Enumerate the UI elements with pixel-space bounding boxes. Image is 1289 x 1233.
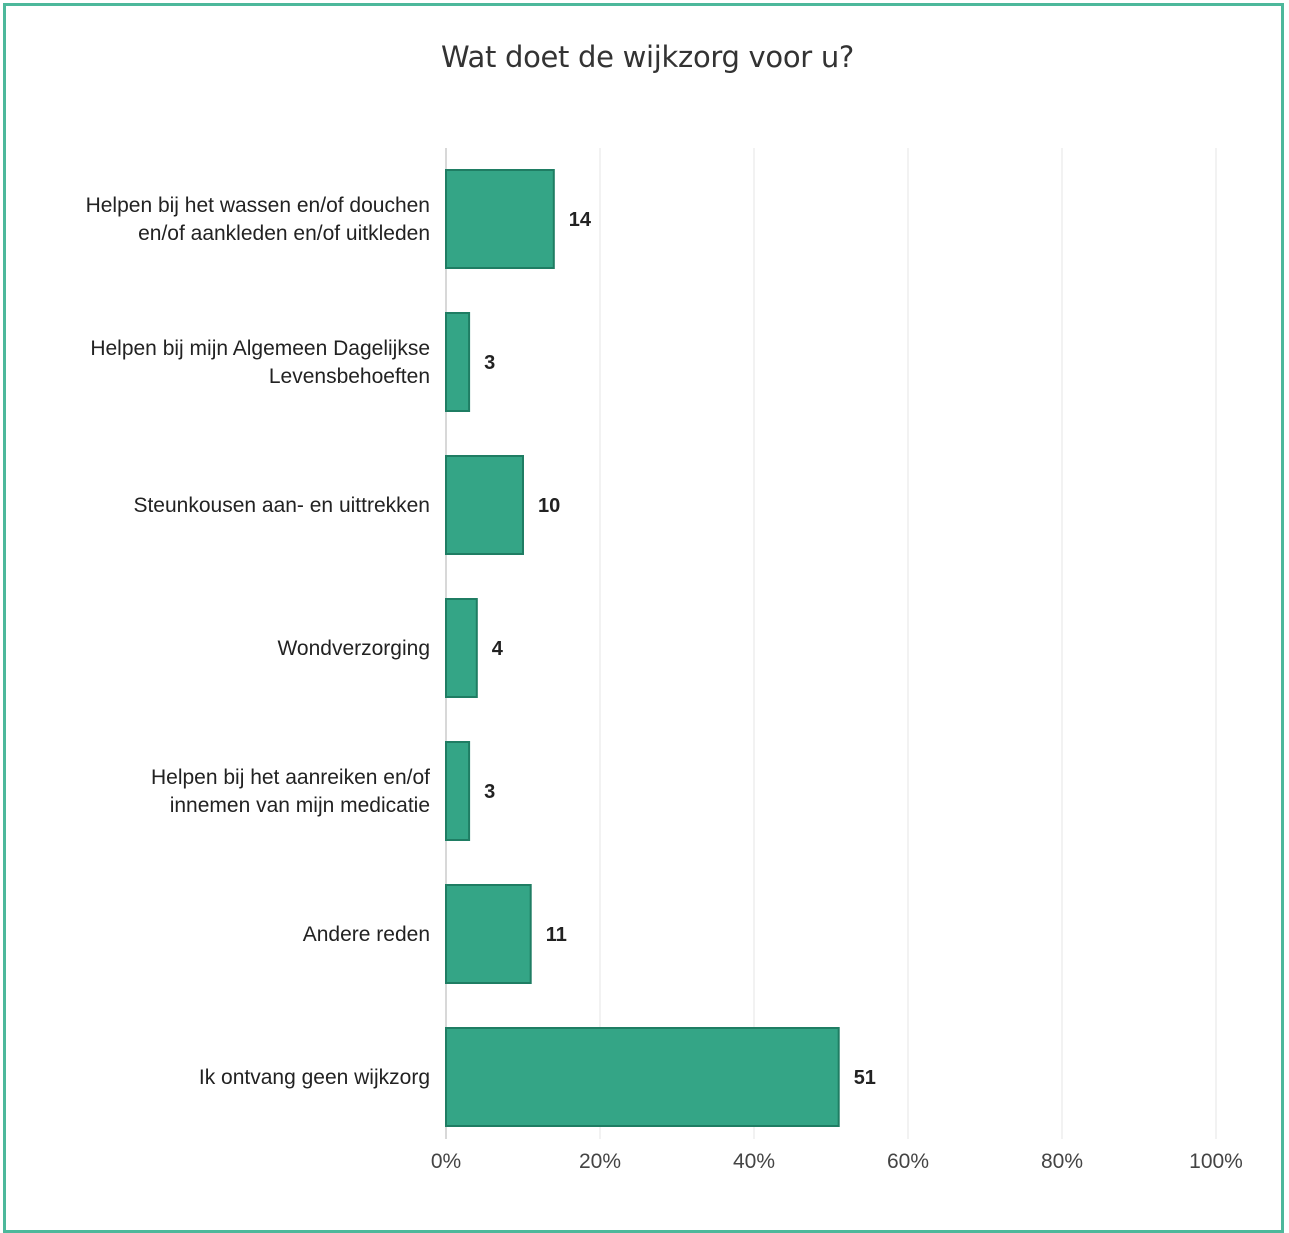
bar [445, 884, 532, 984]
bar [445, 312, 471, 412]
category-label: Wondverzorging [277, 637, 430, 660]
data-label: 14 [569, 209, 592, 231]
category-label: Levensbehoeften [269, 365, 430, 388]
chart-title: Wat doet de wijkzorg voor u? [440, 40, 855, 74]
bar [445, 1027, 840, 1127]
category-label: en/of aankleden en/of uitkleden [138, 222, 430, 245]
category-label: Helpen bij het wassen en/of douchen [86, 194, 430, 217]
category-label: Steunkousen aan- en uittrekken [133, 494, 430, 517]
category-label: Ik ontvang geen wijkzorg [199, 1066, 430, 1089]
x-tick-label: 100% [1189, 1150, 1243, 1173]
data-label: 10 [538, 495, 560, 517]
category-label: Helpen bij het aanreiken en/of [151, 766, 430, 789]
category-label: Andere reden [303, 923, 430, 946]
x-tick-label: 40% [733, 1150, 775, 1173]
x-tick-label: 60% [887, 1150, 929, 1173]
data-label: 3 [484, 352, 495, 374]
bar [445, 741, 471, 841]
bar [445, 598, 478, 698]
x-tick-label: 0% [431, 1150, 461, 1173]
data-label: 4 [492, 638, 504, 660]
data-label: 3 [484, 781, 495, 803]
x-tick-label: 20% [579, 1150, 621, 1173]
bar [445, 169, 555, 269]
data-label: 11 [546, 924, 567, 946]
x-tick-label: 80% [1041, 1150, 1083, 1173]
category-label: Helpen bij mijn Algemeen Dagelijkse [90, 337, 430, 360]
category-label: innemen van mijn medicatie [170, 794, 430, 817]
data-label: 51 [854, 1067, 876, 1089]
bar [445, 455, 524, 555]
